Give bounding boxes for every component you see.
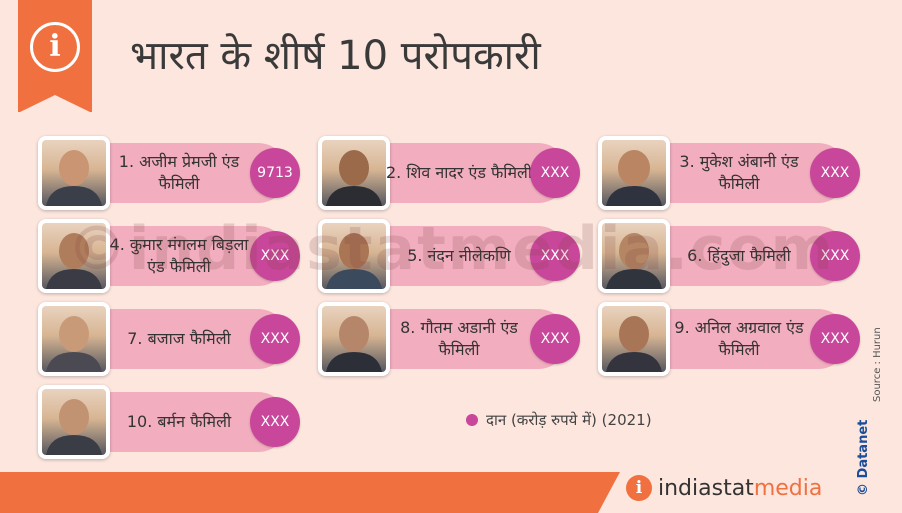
philanthropist-card: 8. गौतम अडानी एंड फैमिली XXX — [318, 302, 580, 376]
philanthropist-name: 7. बजाज फैमिली — [127, 329, 231, 348]
page-title: भारत के शीर्ष 10 परोपकारी — [130, 33, 541, 79]
info-icon: i — [626, 475, 652, 501]
philanthropist-card: 2. शिव नादर एंड फैमिली XXX — [318, 136, 580, 210]
source-note: Source : Hurun — [872, 327, 883, 402]
donation-value: XXX — [530, 148, 580, 198]
philanthropist-card: 5. नंदन नीलेकणि XXX — [318, 219, 580, 293]
donation-value: XXX — [250, 314, 300, 364]
philanthropist-card: 9. अनिल अग्रवाल एंड फैमिली XXX — [598, 302, 860, 376]
philanthropist-name: 10. बर्मन फैमिली — [126, 412, 232, 431]
donation-value: XXX — [250, 397, 300, 447]
header-badge: i — [18, 0, 92, 113]
datanet-credit: © Datanet — [856, 419, 871, 496]
donation-value: XXX — [250, 231, 300, 281]
person-photo — [318, 136, 390, 210]
philanthropist-name: 3. मुकेश अंबानी एंड फैमिली — [679, 152, 799, 193]
person-photo — [598, 136, 670, 210]
brand-text-secondary: media — [753, 475, 823, 501]
philanthropist-card: 1. अजीम प्रेमजी एंड फैमिली 9713 — [38, 136, 300, 210]
donation-value: XXX — [530, 314, 580, 364]
person-photo — [598, 302, 670, 376]
brand-text-primary: indiastat — [658, 475, 754, 501]
philanthropist-name: 4. कुमार मंगलम बिड़ला एंड फैमिली — [109, 235, 249, 276]
donation-value: XXX — [810, 314, 860, 364]
philanthropist-name: 2. शिव नादर एंड फैमिली — [385, 163, 533, 182]
philanthropist-card: 3. मुकेश अंबानी एंड फैमिली XXX — [598, 136, 860, 210]
brand-logo: i indiastat media — [626, 475, 822, 501]
legend: दान (करोड़ रुपये में) (2021) — [466, 410, 652, 430]
person-photo — [38, 302, 110, 376]
donation-value: 9713 — [250, 148, 300, 198]
info-icon: i — [30, 22, 80, 72]
philanthropist-card: 4. कुमार मंगलम बिड़ला एंड फैमिली XXX — [38, 219, 300, 293]
legend-swatch — [466, 414, 478, 426]
donation-value: XXX — [810, 148, 860, 198]
philanthropist-card: 10. बर्मन फैमिली XXX — [38, 385, 300, 459]
person-photo — [318, 302, 390, 376]
person-photo — [318, 219, 390, 293]
donation-value: XXX — [810, 231, 860, 281]
footer-bar — [0, 472, 620, 513]
philanthropist-name: 8. गौतम अडानी एंड फैमिली — [400, 318, 518, 359]
philanthropist-card: 6. हिंदुजा फैमिली XXX — [598, 219, 860, 293]
person-photo — [38, 219, 110, 293]
person-photo — [38, 136, 110, 210]
philanthropist-name: 9. अनिल अग्रवाल एंड फैमिली — [674, 318, 804, 359]
legend-label: दान (करोड़ रुपये में) (2021) — [486, 411, 652, 429]
philanthropist-name: 6. हिंदुजा फैमिली — [687, 246, 791, 265]
philanthropist-card: 7. बजाज फैमिली XXX — [38, 302, 300, 376]
person-photo — [38, 385, 110, 459]
philanthropist-name: 5. नंदन नीलेकणि — [407, 246, 511, 265]
philanthropist-name: 1. अजीम प्रेमजी एंड फैमिली — [118, 152, 240, 193]
donation-value: XXX — [530, 231, 580, 281]
person-photo — [598, 219, 670, 293]
